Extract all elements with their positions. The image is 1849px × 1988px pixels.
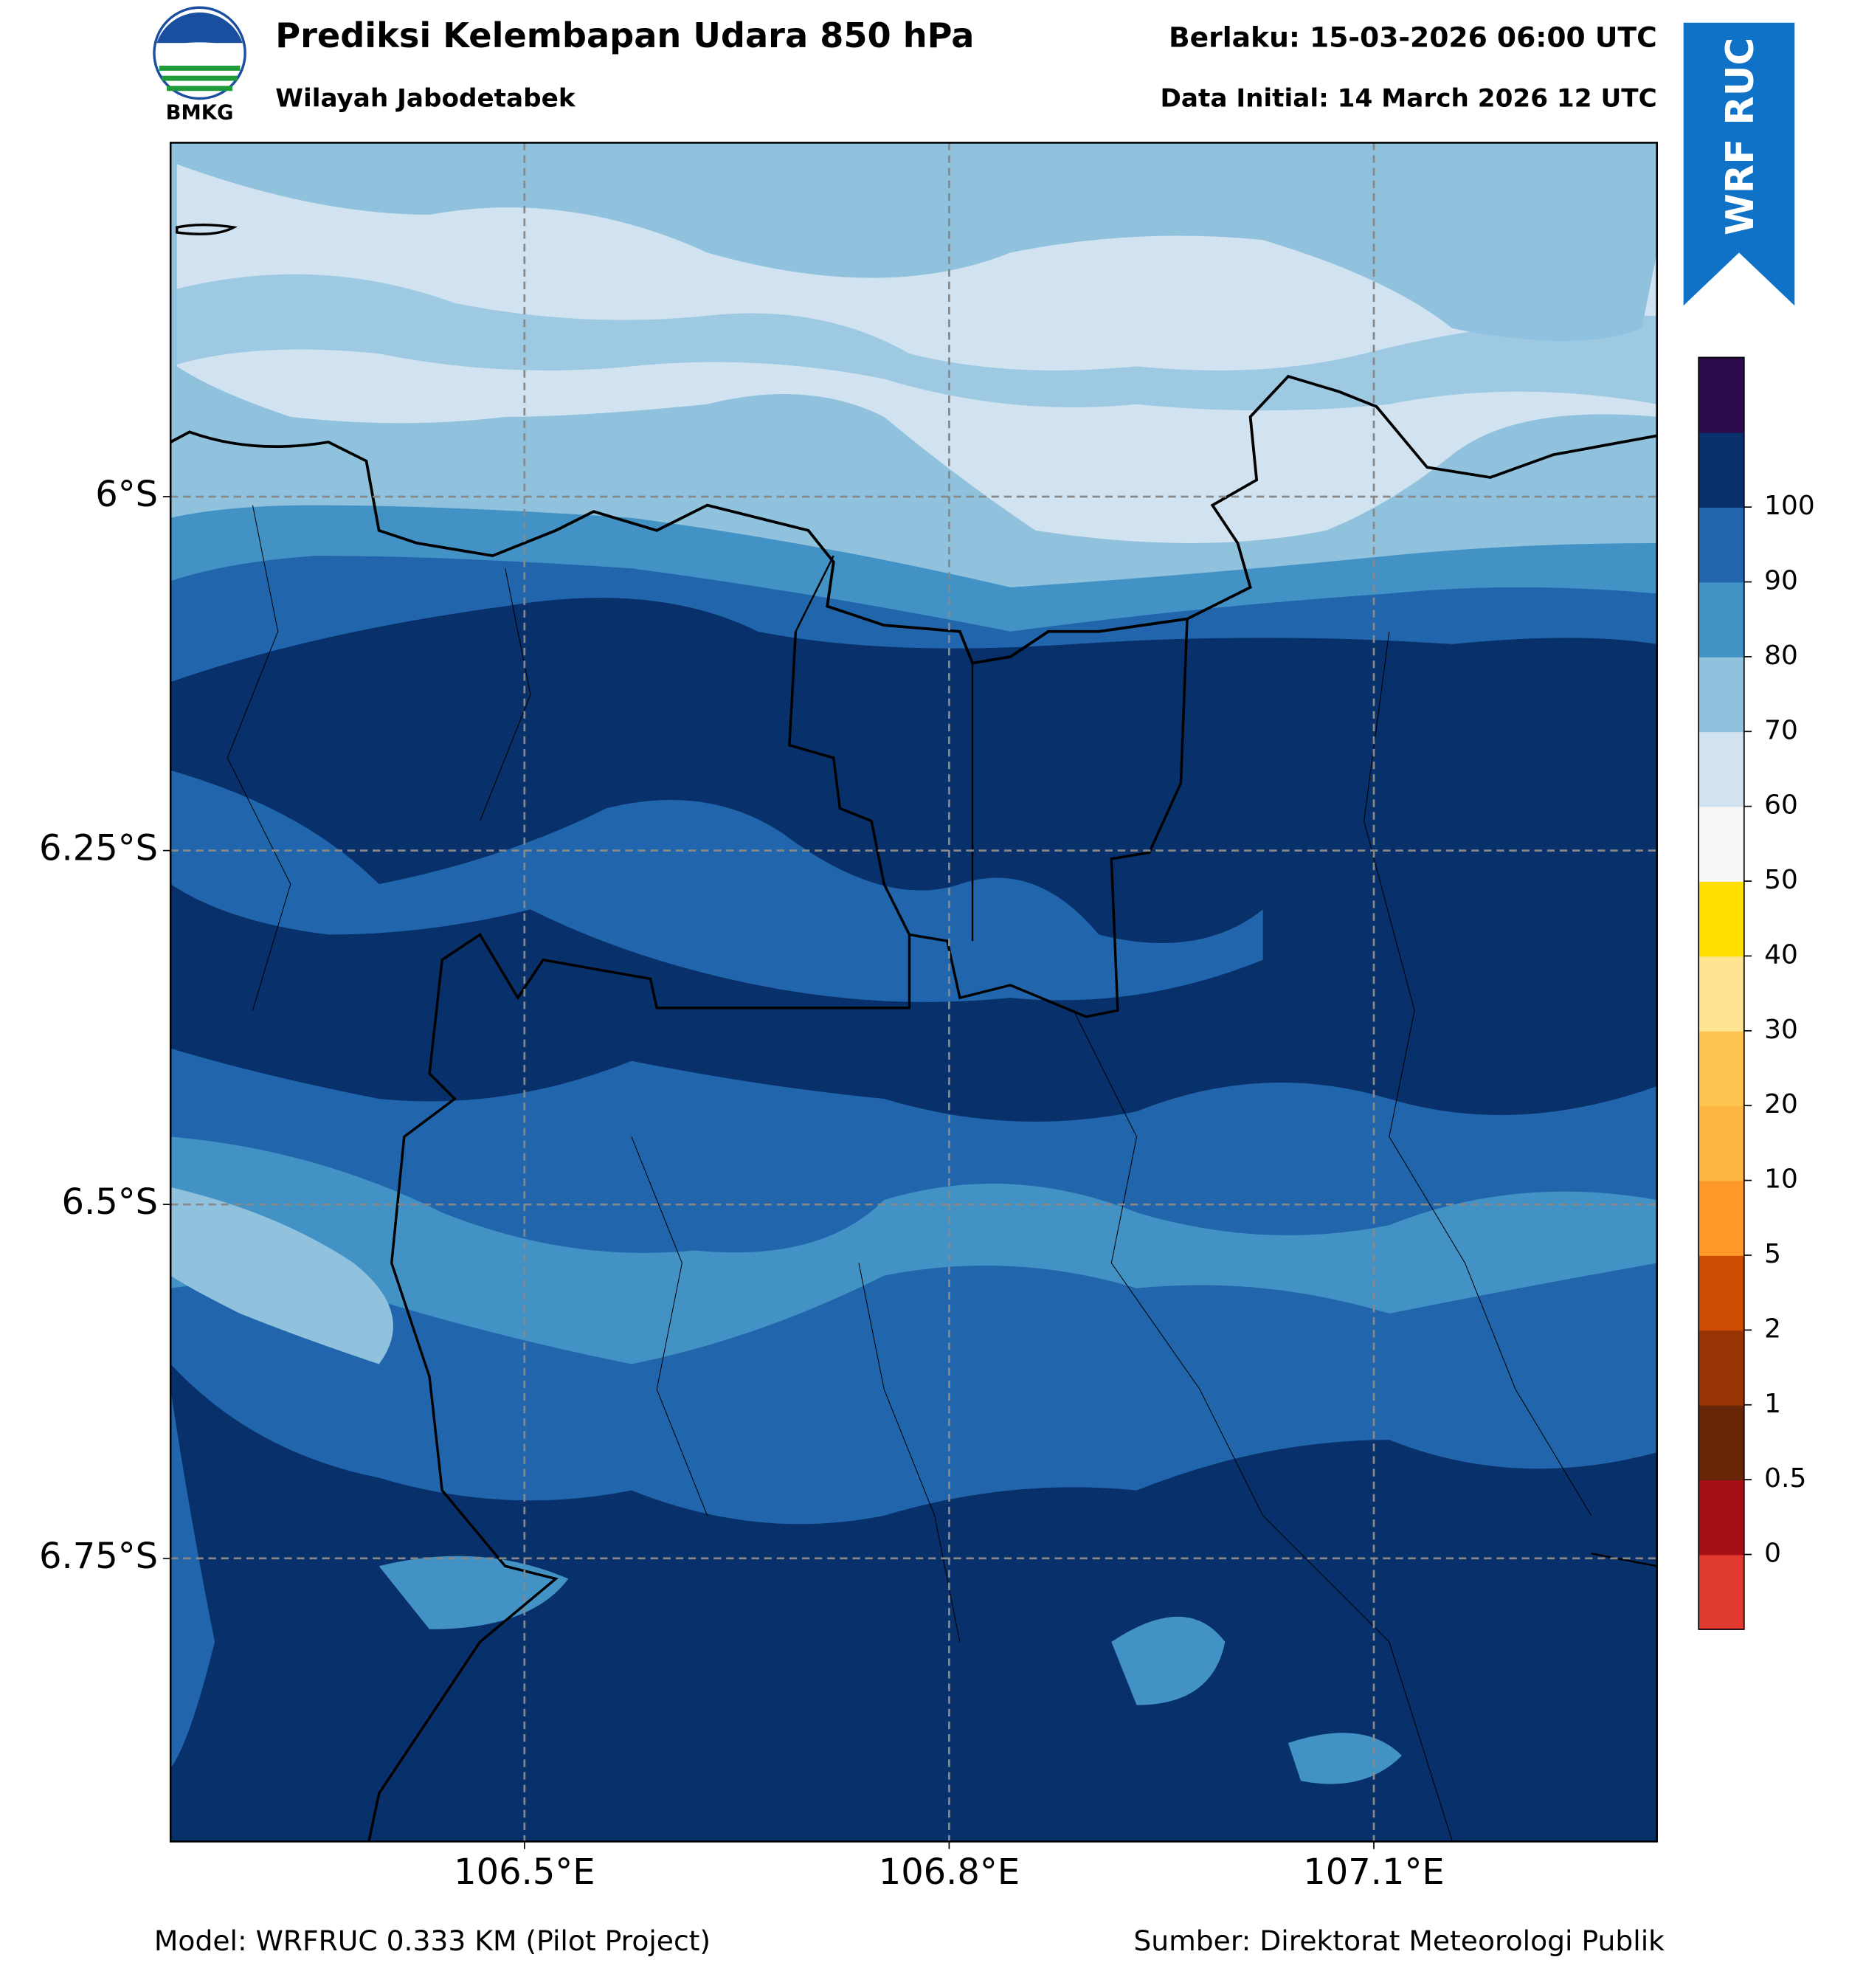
y-tick-label: 6°S (95, 474, 158, 515)
y-tick-label: 6.5°S (62, 1182, 159, 1223)
colorbar: 0 0.5 1 2 5 10 20 30 40 50 60 70 80 90 100 (1698, 356, 1815, 1630)
colorbar-segment (1698, 956, 1744, 1032)
x-tick-label: 107.1°E (1303, 1852, 1444, 1893)
y-tick-label: 6.75°S (39, 1536, 158, 1577)
grid-layer (162, 142, 1657, 1849)
colorbar-frame (1698, 356, 1745, 1630)
colorbar-label: 10 (1764, 1164, 1798, 1195)
y-tick-label: 6.25°S (39, 829, 158, 869)
colorbar-label: 50 (1764, 865, 1798, 895)
humidity-field (170, 142, 1657, 1842)
colorbar-label: 0.5 (1764, 1463, 1806, 1494)
colorbar-label: 80 (1764, 641, 1798, 671)
map-frame (169, 142, 1658, 1843)
colorbar-segment (1698, 731, 1744, 807)
colorbar-segment (1698, 1554, 1744, 1630)
colorbar-label: 0 (1764, 1539, 1781, 1569)
colorbar-label: 90 (1764, 566, 1798, 596)
colorbar-label: 5 (1764, 1239, 1781, 1269)
colorbar-segment (1698, 1404, 1744, 1481)
x-tick-label: 106.8°E (879, 1852, 1020, 1893)
valid-time: Berlaku: 15-03-2026 06:00 UTC (1169, 21, 1657, 54)
boundaries (170, 223, 1657, 1842)
footer-source: Sumber: Direktorat Meteorologi Publik (1133, 1925, 1665, 1957)
colorbar-segment (1698, 1480, 1744, 1556)
colorbar-label: 2 (1764, 1314, 1781, 1344)
colorbar-label: 1 (1764, 1389, 1781, 1419)
colorbar-segment (1698, 806, 1744, 882)
x-tick-label: 106.5°E (454, 1852, 595, 1893)
colorbar-label: 20 (1764, 1089, 1798, 1119)
footer-model: Model: WRFRUC 0.333 KM (Pilot Project) (154, 1925, 711, 1957)
logo-text: BMKG (166, 102, 234, 125)
subtitle: Wilayah Jabodetabek (275, 84, 576, 114)
badge-text: WRF RUC (1718, 38, 1763, 235)
colorbar-segment (1698, 881, 1744, 957)
colorbar-segment (1698, 1105, 1744, 1181)
colorbar-label: 70 (1764, 715, 1798, 745)
colorbar-segment (1698, 357, 1744, 433)
colorbar-segment (1698, 432, 1744, 508)
colorbar-segment (1698, 656, 1744, 733)
colorbar-label: 100 (1764, 491, 1815, 521)
colorbar-segment (1698, 1254, 1744, 1331)
colorbar-segment (1698, 1330, 1744, 1406)
colorbar-segment (1698, 507, 1744, 583)
initial-time: Data Initial: 14 March 2026 12 UTC (1160, 84, 1656, 114)
logo: BMKG (153, 6, 246, 125)
title: Prediksi Kelembapan Udara 850 hPa (275, 15, 974, 55)
colorbar-label: 60 (1764, 790, 1798, 821)
colorbar-label: 40 (1764, 939, 1798, 970)
badge: WRF RUC (1683, 22, 1795, 306)
colorbar-segment (1698, 1030, 1744, 1107)
colorbar-label: 30 (1764, 1015, 1798, 1045)
colorbar-segment (1698, 1180, 1744, 1256)
colorbar-segment (1698, 581, 1744, 658)
